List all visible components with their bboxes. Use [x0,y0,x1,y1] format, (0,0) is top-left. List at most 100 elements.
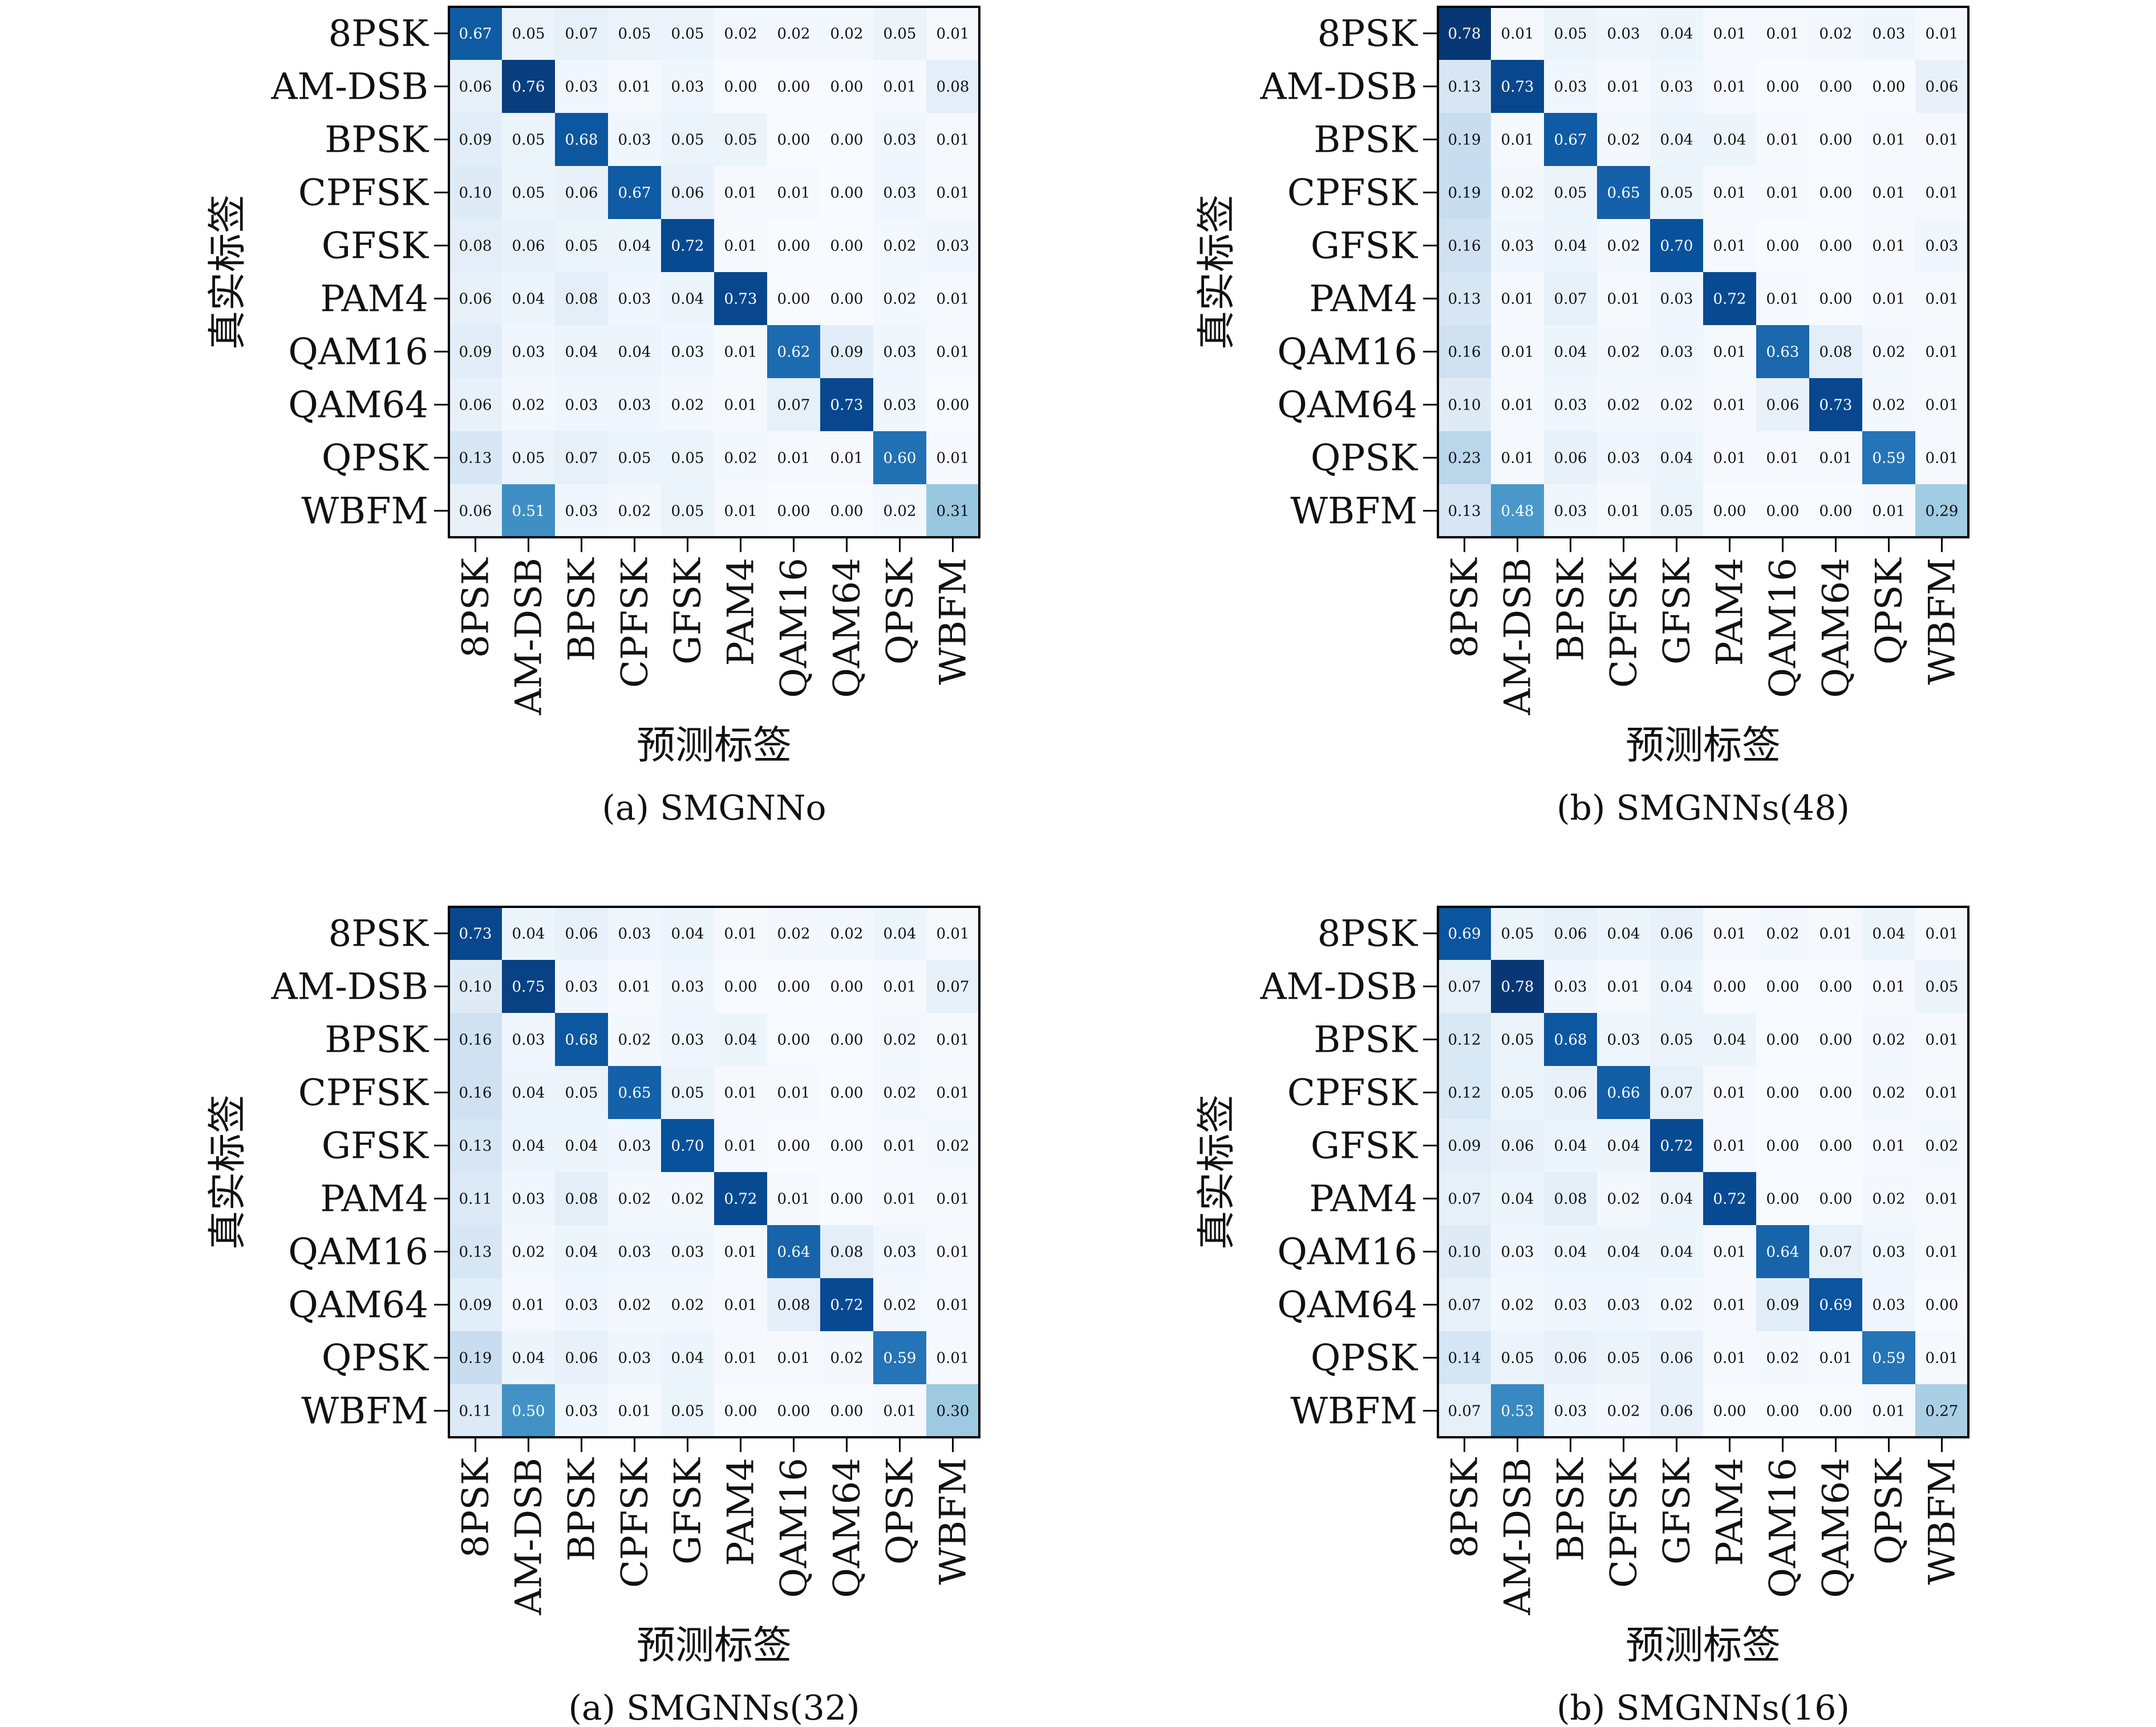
heatmap-cell [449,378,502,432]
cell-value-label: 0.59 [1873,450,1906,467]
cell-value-label: 0.00 [1873,79,1906,96]
x-tick-label: QAM64 [1815,1458,1858,1598]
confusion-matrix-panel: 0.73 0.04 0.06 0.03 0.04 0.01 0.02 0.02 0.04 0.01… [205,906,980,1727]
heatmap-cell [1438,325,1492,379]
x-tick-label: PAM4 [1709,1458,1752,1566]
y-tick-label: GFSK [1311,1125,1418,1167]
cell-value-label: 0.02 [1873,344,1906,361]
heatmap-cell [767,1172,821,1226]
cell-value-label: 0.00 [830,503,864,520]
cell-value-label: 0.07 [1448,1297,1481,1314]
heatmap-cell [1915,60,1969,113]
heatmap-cell [873,7,927,60]
heatmap-cell [1438,1066,1492,1120]
cell-value-label: 0.72 [724,1191,757,1208]
heatmap-cell [1915,1278,1969,1332]
cell-value-label: 0.64 [777,1244,810,1261]
cell-value-label: 0.00 [1766,1085,1800,1102]
cell-value-label: 0.03 [1607,26,1640,43]
heatmap-cell [1491,378,1545,432]
cell-value-label: 0.03 [671,344,704,361]
y-axis-label: 真实标签 [1194,1094,1239,1250]
heatmap-cell [1703,378,1757,432]
heatmap-cell [1756,431,1810,485]
cell-value-label: 0.08 [1554,1191,1587,1208]
heatmap-cell [820,1119,874,1173]
heatmap-cell [820,431,874,485]
cell-value-label: 0.01 [937,291,970,308]
cell-value-label: 0.01 [1607,503,1640,520]
cell-value-label: 0.03 [1873,1297,1906,1314]
cell-value-label: 0.00 [777,132,810,149]
x-tick-label: WBFM [933,1458,975,1585]
heatmap-cell [1544,1384,1598,1438]
cell-value-label: 0.03 [1554,503,1587,520]
cell-value-label: 0.13 [1448,503,1481,520]
heatmap-cell [926,1066,980,1120]
cell-value-label: 0.67 [1554,132,1587,149]
heatmap-cell [820,1225,874,1279]
cell-value-label: 0.01 [777,1350,810,1367]
heatmap-cell [555,1384,609,1438]
cell-value-label: 0.12 [1448,1032,1481,1049]
cell-value-label: 0.03 [1926,238,1959,255]
heatmap-cell [873,272,927,326]
heatmap-cell [1650,378,1704,432]
heatmap-cell [1438,7,1492,60]
cell-value-label: 0.01 [1873,979,1906,996]
heatmap-cell [1438,1172,1492,1226]
x-tick-label: AM-DSB [1497,558,1539,716]
heatmap-cell [661,1384,715,1438]
y-tick-label: CPFSK [1287,1072,1418,1114]
cell-value-label: 0.00 [777,238,810,255]
heatmap-cell [449,1119,502,1173]
heatmap-cell [1491,166,1545,220]
cell-value-label: 0.02 [884,238,917,255]
cell-value-label: 0.30 [937,1403,970,1420]
cell-value-label: 0.06 [1660,926,1693,943]
cell-value-label: 0.03 [884,132,917,149]
heatmap-cell [820,325,874,379]
heatmap-cell [608,1384,662,1438]
cell-value-label: 0.01 [724,238,757,255]
cell-value-label: 0.14 [1448,1350,1481,1367]
x-tick-label: QPSK [880,557,922,664]
cell-value-label: 0.01 [1713,344,1746,361]
heatmap-cell [502,1225,556,1279]
heatmap-cell [1544,166,1598,220]
cell-value-label: 0.00 [777,1403,810,1420]
cell-value-label: 0.78 [1501,979,1534,996]
heatmap-cell [1915,1119,1969,1173]
cell-value-label: 0.05 [671,26,704,43]
cell-value-label: 0.03 [565,79,598,96]
cell-value-label: 0.05 [671,503,704,520]
cell-value-label: 0.01 [1766,450,1800,467]
cell-value-label: 0.05 [1501,1350,1534,1367]
heatmap-cell [714,325,768,379]
heatmap-cell [873,378,927,432]
heatmap-cell [1597,113,1651,167]
cell-value-label: 0.01 [1926,185,1959,202]
heatmap-cell [502,7,556,60]
heatmap-cell [1915,325,1969,379]
cell-value-label: 0.08 [1819,344,1853,361]
heatmap-cell [1544,1278,1598,1332]
cell-value-label: 0.04 [618,238,651,255]
cell-value-label: 0.01 [937,926,970,943]
cell-value-label: 0.07 [1448,1403,1481,1420]
cell-value-label: 0.05 [671,1085,704,1102]
y-tick-label: WBFM [1290,1390,1417,1433]
cell-value-label: 0.01 [1819,926,1853,943]
cell-value-label: 0.03 [1554,79,1587,96]
cell-value-label: 0.04 [565,1244,598,1261]
cell-value-label: 0.01 [724,1244,757,1261]
cell-value-label: 0.02 [618,1191,651,1208]
cell-value-label: 0.00 [1819,132,1853,149]
heatmap-cell [1756,960,1810,1014]
y-tick-label: QAM64 [1277,1284,1417,1327]
cell-value-label: 0.04 [884,926,917,943]
heatmap-cell [1597,1278,1651,1332]
cell-value-label: 0.07 [565,26,598,43]
cell-value-label: 0.01 [1873,132,1906,149]
heatmap-cell [1438,1331,1492,1385]
